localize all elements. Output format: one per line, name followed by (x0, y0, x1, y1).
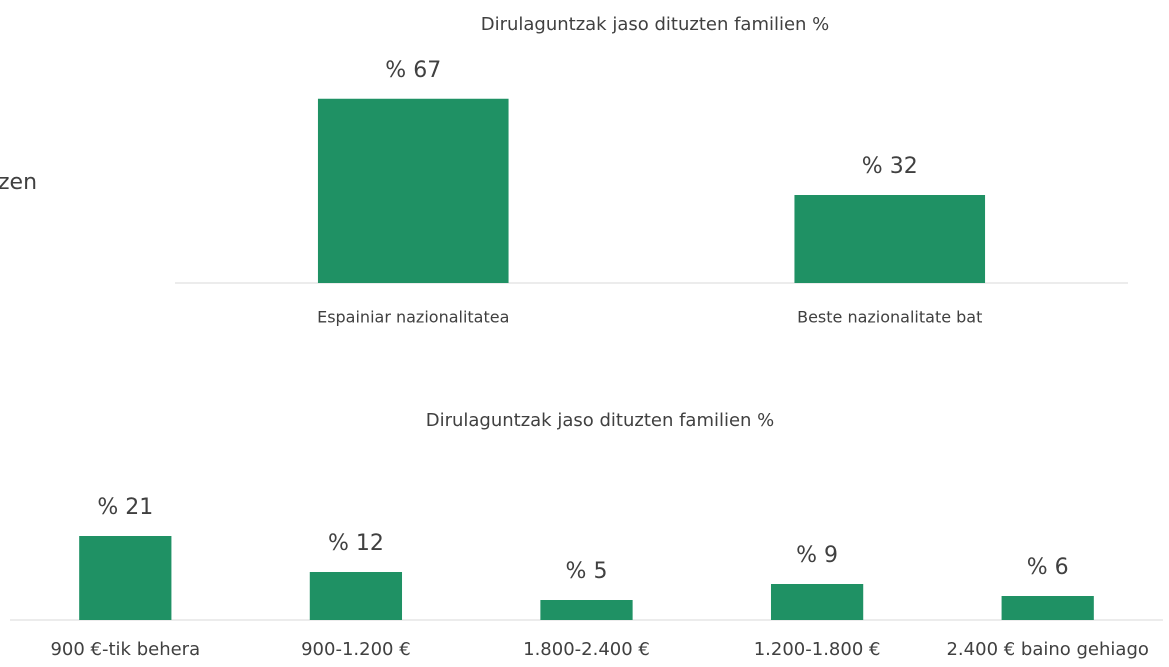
x-tick-label: 900-1.200 € (301, 639, 411, 660)
x-tick-label: 2.400 € baino gehiago (946, 639, 1148, 660)
x-tick-label: 1.800-2.400 € (523, 639, 650, 660)
chart-title: Dirulaguntzak jaso dituzten familien % (426, 410, 775, 431)
bar (794, 195, 986, 283)
bar (540, 600, 633, 620)
side-text: zen (0, 170, 37, 195)
x-tick-label: 900 €-tik behera (50, 639, 200, 660)
x-tick-label: Espainiar nazionalitatea (317, 308, 509, 327)
x-tick-label: Beste nazionalitate bat (797, 308, 982, 327)
bar (770, 584, 864, 620)
value-label: % 67 (385, 58, 441, 83)
value-label: % 12 (328, 531, 384, 556)
bar (79, 536, 172, 620)
value-label: % 21 (97, 495, 153, 520)
value-label: % 32 (862, 154, 918, 179)
value-label: % 9 (796, 543, 838, 568)
value-label: % 5 (566, 559, 608, 584)
chart-title: Dirulaguntzak jaso dituzten familien % (481, 14, 830, 35)
value-label: % 6 (1027, 555, 1069, 580)
bar (1001, 596, 1094, 620)
bar (309, 572, 403, 620)
bar (317, 98, 509, 283)
x-tick-label: 1.200-1.800 € (754, 639, 881, 660)
